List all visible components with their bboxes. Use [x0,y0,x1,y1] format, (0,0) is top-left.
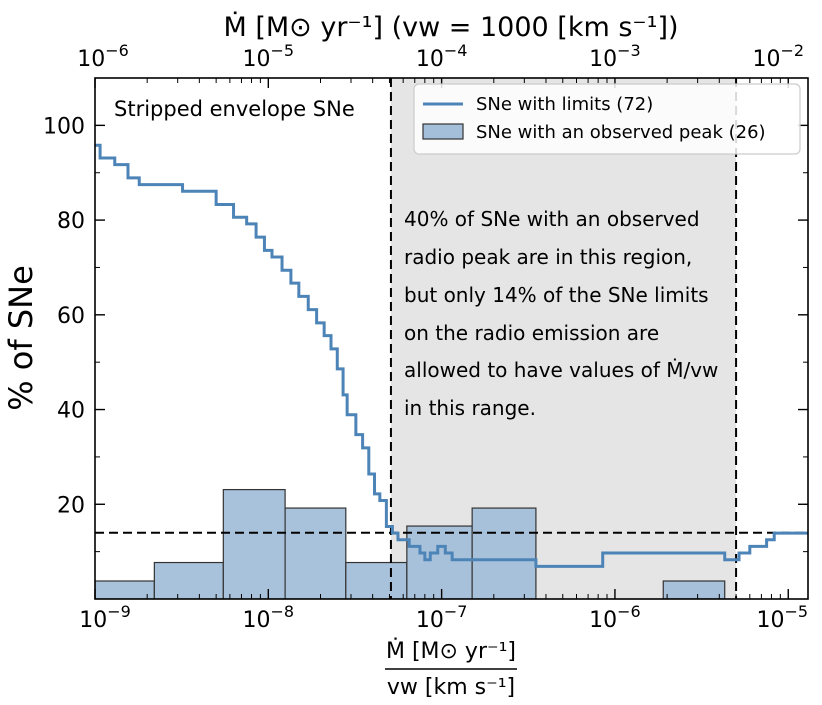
top-x-tick-label: 10−5 [243,41,295,72]
top-x-tick-label: 10−3 [589,41,641,72]
y-axis-label: % of SNe [2,265,40,411]
legend-box [413,83,801,155]
x-axis-label-numerator: Ṁ [M⊙ yr⁻¹] [386,638,516,664]
histogram-bar [662,580,726,599]
top-x-tick-labels: 10−6 10−5 10−4 10−3 10−2 [77,41,804,72]
top-x-tick-label: 10−4 [416,41,468,72]
top-x-tick-label: 10−6 [77,41,129,72]
top-axis-label: Ṁ [M⊙ yr⁻¹] (vw = 1000 [km s⁻¹]) [223,11,678,43]
annotation-line-6: in this range. [404,396,536,420]
histogram-bar [284,507,347,599]
x-tick-label: 10−9 [79,602,131,633]
histogram-bar [95,580,155,599]
limits-step-line [95,143,808,568]
x-axis-label-denominator: vw [km s⁻¹] [387,675,515,700]
x-tick-label: 10−8 [243,602,295,633]
histogram-bar [222,488,286,599]
panel-label: Stripped envelope SNe [114,97,355,121]
histogram-bars [95,488,726,599]
x-tick-labels: 10−9 10−8 10−7 10−6 10−5 [79,602,808,633]
legend-patch-swatch [422,123,464,140]
axis-ticks [94,77,808,599]
y-tick-label: 60 [57,304,85,329]
shaded-region [390,78,737,599]
y-tick-label: 80 [57,209,85,234]
annotation: 40% of SNe with an observed radio peak a… [404,207,718,420]
histogram-bar [406,525,473,599]
y-tick-label: 20 [57,493,85,518]
annotation-line-4: on the radio emission are [404,321,659,345]
legend-entry-limits: SNe with limits (72) [476,94,653,115]
x-tick-label: 10−5 [756,602,808,633]
histogram-bar [153,561,224,599]
y-tick-labels: 20 40 60 80 100 [43,114,85,518]
annotation-line-5: allowed to have values of Ṁ/vw [404,358,718,382]
annotation-line-2: radio peak are in this region, [404,245,692,269]
x-tick-label: 10−7 [416,602,468,633]
x-tick-label: 10−6 [589,602,641,633]
top-x-tick-label: 10−2 [752,41,804,72]
histogram-bar [471,507,537,599]
histogram-bar [345,561,408,599]
y-tick-label: 100 [43,114,85,139]
legend-entry-observed-peak: SNe with an observed peak (26) [476,122,766,143]
legend: SNe with limits (72) SNe with an observe… [413,83,801,155]
annotation-line-3: but only 14% of the SNe limits [404,283,709,307]
annotation-line-1: 40% of SNe with an observed [404,207,700,231]
plot-frame [94,77,809,600]
y-tick-label: 40 [57,399,85,424]
reference-lines [95,78,808,599]
